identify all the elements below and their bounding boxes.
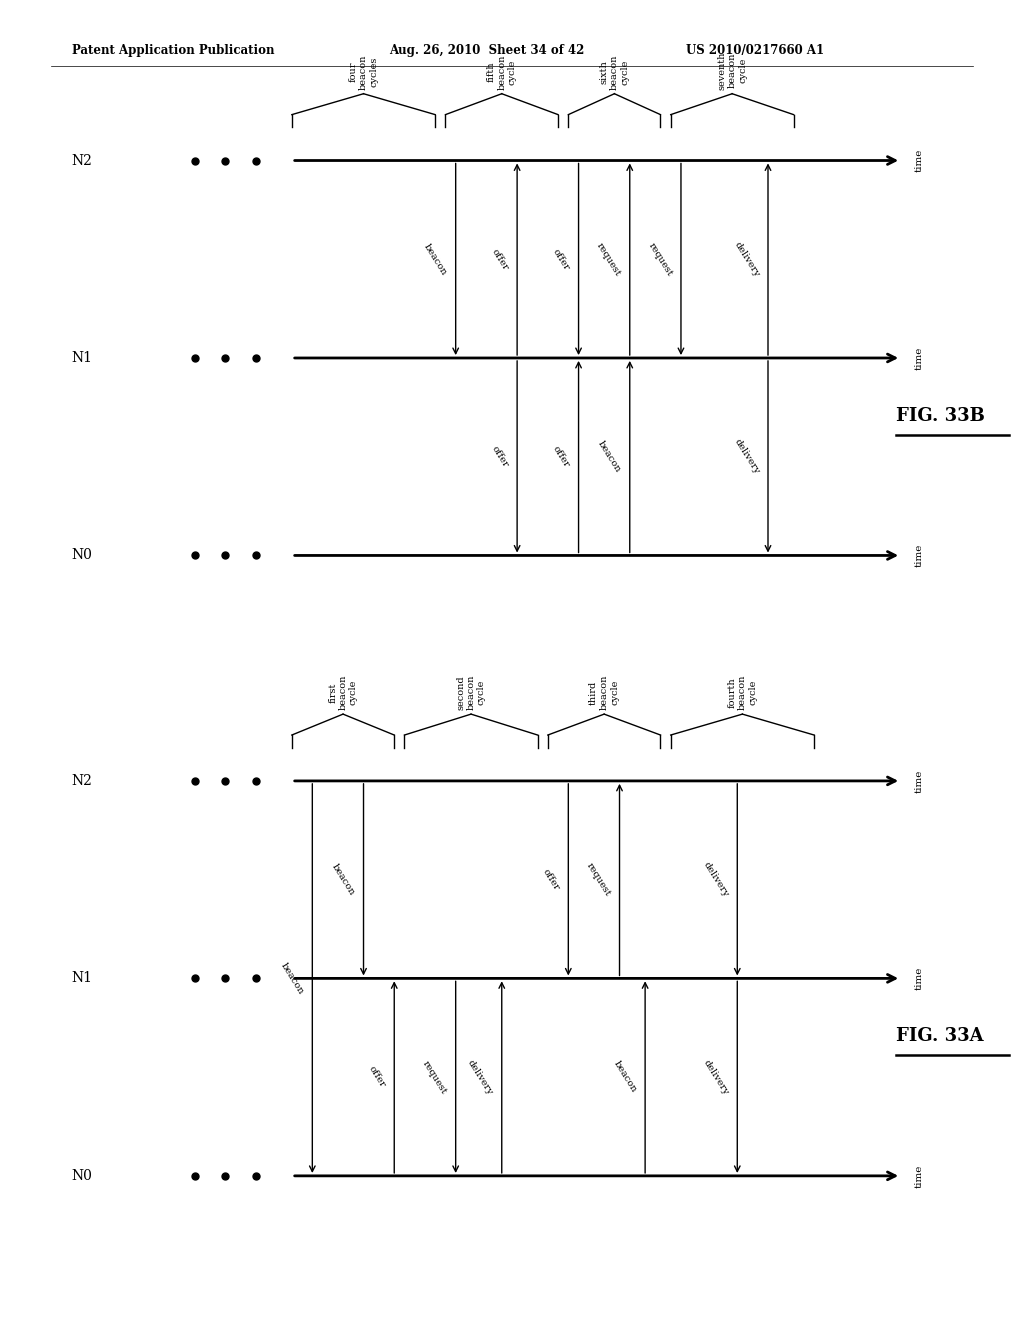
Text: time: time <box>914 544 924 568</box>
Text: Aug. 26, 2010  Sheet 34 of 42: Aug. 26, 2010 Sheet 34 of 42 <box>389 44 585 57</box>
Text: N2: N2 <box>72 774 92 788</box>
Text: delivery: delivery <box>701 1057 730 1097</box>
Text: offer: offer <box>367 1065 387 1089</box>
Text: time: time <box>914 966 924 990</box>
Text: beacon: beacon <box>596 440 623 474</box>
Text: Patent Application Publication: Patent Application Publication <box>72 44 274 57</box>
Text: first
beacon
cycle: first beacon cycle <box>328 675 358 710</box>
Text: N0: N0 <box>72 1168 92 1183</box>
Text: FIG. 33A: FIG. 33A <box>896 1027 984 1045</box>
Text: request: request <box>595 242 623 277</box>
Text: delivery: delivery <box>701 861 730 899</box>
Text: time: time <box>914 149 924 172</box>
Text: fifth
beacon
cycle: fifth beacon cycle <box>486 54 517 90</box>
Text: delivery: delivery <box>732 240 761 279</box>
Text: fourth
beacon
cycle: fourth beacon cycle <box>727 675 758 710</box>
Text: offer: offer <box>551 445 571 469</box>
Text: time: time <box>914 1164 924 1188</box>
Text: request: request <box>585 862 612 898</box>
Text: offer: offer <box>489 247 510 272</box>
Text: N0: N0 <box>72 548 92 562</box>
Text: third
beacon
cycle: third beacon cycle <box>589 675 620 710</box>
Text: beacon: beacon <box>611 1060 638 1094</box>
Text: US 2010/0217660 A1: US 2010/0217660 A1 <box>686 44 824 57</box>
Text: beacon: beacon <box>279 961 305 995</box>
Text: request: request <box>421 1059 449 1096</box>
Text: sixth
beacon
cycle: sixth beacon cycle <box>599 54 630 90</box>
Text: offer: offer <box>551 247 571 272</box>
Text: seventh
beacon
cycle: seventh beacon cycle <box>717 51 748 90</box>
Text: beacon: beacon <box>422 242 449 277</box>
Text: request: request <box>646 242 674 277</box>
Text: FIG. 33B: FIG. 33B <box>896 407 985 425</box>
Text: N1: N1 <box>71 351 92 366</box>
Text: beacon: beacon <box>330 862 356 898</box>
Text: delivery: delivery <box>732 437 761 477</box>
Text: second
beacon
cycle: second beacon cycle <box>456 675 486 710</box>
Text: offer: offer <box>489 445 510 469</box>
Text: time: time <box>914 346 924 370</box>
Text: offer: offer <box>541 867 561 892</box>
Text: N2: N2 <box>72 153 92 168</box>
Text: time: time <box>914 770 924 792</box>
Text: delivery: delivery <box>466 1057 495 1097</box>
Text: four
beacon
cycles: four beacon cycles <box>348 54 379 90</box>
Text: N1: N1 <box>71 972 92 986</box>
